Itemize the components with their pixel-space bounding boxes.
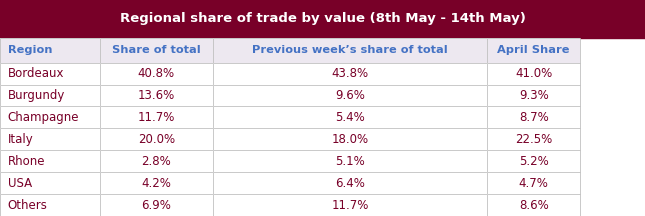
- Bar: [487, 38, 580, 63]
- Text: 2.8%: 2.8%: [141, 155, 172, 168]
- Bar: [0, 194, 100, 216]
- Bar: [213, 172, 487, 194]
- Bar: [0, 106, 100, 128]
- Bar: [100, 63, 213, 84]
- Bar: [487, 150, 580, 172]
- Bar: [213, 38, 487, 63]
- Bar: [0, 194, 100, 216]
- Bar: [0, 106, 100, 128]
- Bar: [100, 172, 213, 194]
- Text: 40.8%: 40.8%: [138, 67, 175, 80]
- Text: 5.2%: 5.2%: [519, 155, 549, 168]
- Bar: [487, 38, 580, 63]
- Bar: [213, 106, 487, 128]
- Bar: [487, 63, 580, 84]
- Bar: [213, 150, 487, 172]
- Text: 20.0%: 20.0%: [138, 133, 175, 146]
- Bar: [0, 84, 100, 106]
- Bar: [213, 150, 487, 172]
- Text: 8.6%: 8.6%: [519, 199, 549, 211]
- Text: 18.0%: 18.0%: [332, 133, 368, 146]
- Bar: [487, 128, 580, 150]
- Bar: [487, 172, 580, 194]
- Bar: [487, 106, 580, 128]
- Bar: [213, 128, 487, 150]
- Text: Rhone: Rhone: [8, 155, 45, 168]
- Text: 9.6%: 9.6%: [335, 89, 365, 102]
- Text: 6.9%: 6.9%: [141, 199, 172, 211]
- Text: 22.5%: 22.5%: [515, 133, 552, 146]
- Text: Region: Region: [8, 45, 52, 55]
- Bar: [487, 84, 580, 106]
- Bar: [487, 150, 580, 172]
- Text: 5.1%: 5.1%: [335, 155, 365, 168]
- Text: 6.4%: 6.4%: [335, 177, 365, 190]
- Bar: [0, 150, 100, 172]
- Text: April Share: April Share: [497, 45, 570, 55]
- Bar: [213, 194, 487, 216]
- Text: 4.2%: 4.2%: [141, 177, 172, 190]
- Bar: [213, 38, 487, 63]
- Text: USA: USA: [8, 177, 32, 190]
- Text: 41.0%: 41.0%: [515, 67, 552, 80]
- Text: Burgundy: Burgundy: [8, 89, 65, 102]
- Text: 4.7%: 4.7%: [519, 177, 549, 190]
- Bar: [0, 150, 100, 172]
- Bar: [487, 84, 580, 106]
- Bar: [0, 172, 100, 194]
- Bar: [0, 0, 645, 38]
- Text: 11.7%: 11.7%: [332, 199, 368, 211]
- Text: Regional share of trade by value (8th May - 14th May): Regional share of trade by value (8th Ma…: [119, 12, 526, 25]
- Bar: [0, 63, 100, 84]
- Bar: [213, 84, 487, 106]
- Text: Share of total: Share of total: [112, 45, 201, 55]
- Text: Others: Others: [8, 199, 48, 211]
- Bar: [487, 194, 580, 216]
- Text: 43.8%: 43.8%: [332, 67, 368, 80]
- Bar: [213, 172, 487, 194]
- Bar: [487, 194, 580, 216]
- Bar: [100, 84, 213, 106]
- Bar: [100, 128, 213, 150]
- Text: 13.6%: 13.6%: [138, 89, 175, 102]
- Bar: [100, 194, 213, 216]
- Bar: [213, 106, 487, 128]
- Bar: [100, 38, 213, 63]
- Bar: [0, 63, 100, 84]
- Bar: [0, 38, 100, 63]
- Bar: [487, 106, 580, 128]
- Bar: [0, 38, 100, 63]
- Text: Champagne: Champagne: [8, 111, 79, 124]
- Bar: [100, 106, 213, 128]
- Bar: [213, 63, 487, 84]
- Bar: [100, 84, 213, 106]
- Text: 5.4%: 5.4%: [335, 111, 365, 124]
- Bar: [0, 128, 100, 150]
- Text: 11.7%: 11.7%: [138, 111, 175, 124]
- Bar: [487, 63, 580, 84]
- Bar: [213, 194, 487, 216]
- Text: 8.7%: 8.7%: [519, 111, 549, 124]
- Bar: [0, 128, 100, 150]
- Bar: [100, 38, 213, 63]
- Bar: [100, 128, 213, 150]
- Bar: [100, 150, 213, 172]
- Bar: [487, 172, 580, 194]
- Bar: [213, 128, 487, 150]
- Bar: [100, 150, 213, 172]
- Bar: [100, 63, 213, 84]
- Bar: [100, 106, 213, 128]
- Bar: [213, 84, 487, 106]
- Bar: [100, 172, 213, 194]
- Text: Italy: Italy: [8, 133, 34, 146]
- Bar: [0, 172, 100, 194]
- Bar: [0, 0, 645, 38]
- Text: Previous week’s share of total: Previous week’s share of total: [252, 45, 448, 55]
- Text: 9.3%: 9.3%: [519, 89, 549, 102]
- Bar: [213, 63, 487, 84]
- Text: Bordeaux: Bordeaux: [8, 67, 64, 80]
- Bar: [100, 194, 213, 216]
- Bar: [0, 84, 100, 106]
- Bar: [487, 128, 580, 150]
